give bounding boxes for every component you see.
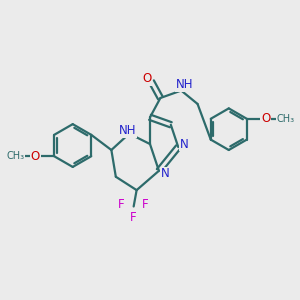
Text: NH: NH (119, 124, 136, 137)
Text: F: F (142, 198, 148, 211)
Text: O: O (261, 112, 270, 125)
Text: F: F (118, 198, 124, 211)
Text: NH: NH (176, 78, 193, 91)
Text: O: O (31, 150, 40, 163)
Text: N: N (160, 167, 169, 180)
Text: O: O (142, 72, 152, 85)
Text: CH₃: CH₃ (7, 151, 25, 161)
Text: N: N (180, 138, 189, 151)
Text: F: F (130, 211, 137, 224)
Text: CH₃: CH₃ (276, 114, 295, 124)
